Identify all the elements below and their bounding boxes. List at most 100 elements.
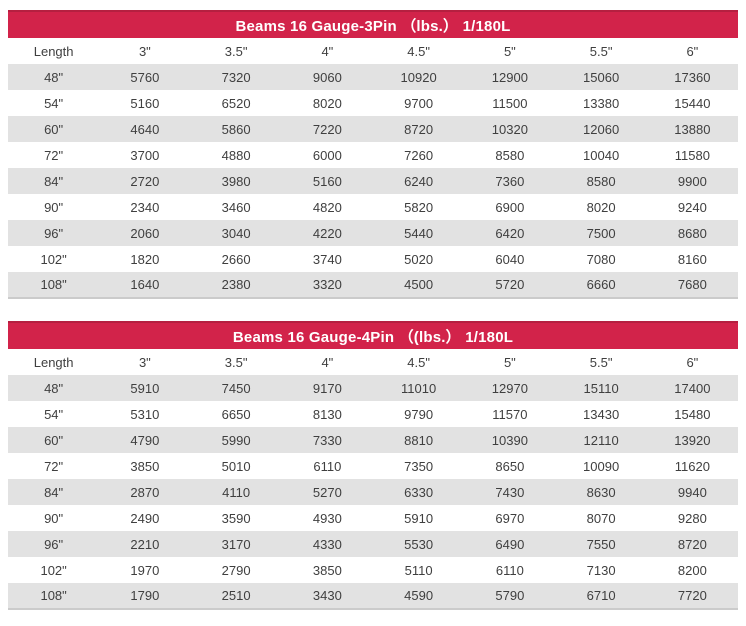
capacity-value-cell: 9170 (312, 380, 342, 396)
capacity-value-cell: 11620 (674, 458, 710, 474)
capacity-value-cell: 2510 (221, 588, 251, 603)
capacity-value-cell: 6660 (586, 277, 616, 292)
capacity-value-cell: 2660 (221, 251, 251, 267)
capacity-value-cell: 9700 (404, 95, 434, 111)
capacity-value-cell: 6490 (495, 536, 525, 552)
capacity-value-cell: 1820 (130, 251, 160, 267)
capacity-value-cell: 5440 (404, 225, 434, 241)
table-row: 96" 2210 3170 4330 5530 6490 7550 8720 (8, 531, 738, 557)
capacity-value-cell: 7350 (404, 458, 434, 474)
capacity-value-cell: 15110 (583, 380, 619, 396)
table-beams-3pin: Beams 16 Gauge-3Pin （lbs.） 1/180L Length… (8, 10, 738, 299)
capacity-value-cell: 3460 (221, 199, 251, 215)
capacity-value-cell: 3700 (130, 147, 160, 163)
table-row: 48" 5910 7450 9170 11010 12970 15110 17400 (8, 375, 738, 401)
length-cell: 90" (44, 510, 64, 526)
capacity-value-cell: 13880 (674, 121, 711, 137)
table-row: 96" 2060 3040 4220 5440 6420 7500 8680 (8, 220, 738, 246)
capacity-value-cell: 2340 (130, 199, 160, 215)
table-row: 72" 3700 4880 6000 7260 8580 10040 11580 (8, 142, 738, 168)
capacity-value-cell: 1970 (130, 562, 160, 578)
table-row: 60" 4790 5990 7330 8810 10390 12110 13920 (8, 427, 738, 453)
capacity-value-cell: 12970 (491, 380, 528, 396)
capacity-value-cell: 6040 (495, 251, 525, 267)
capacity-value-cell: 2060 (130, 225, 160, 241)
capacity-value-cell: 4500 (404, 277, 434, 292)
capacity-value-cell: 8020 (586, 199, 616, 215)
width-column-header: 3.5" (224, 354, 248, 370)
table-row: 84" 2870 4110 5270 6330 7430 8630 9940 (8, 479, 738, 505)
capacity-value-cell: 3850 (312, 562, 342, 578)
capacity-value-cell: 7330 (312, 432, 342, 448)
length-cell: 54" (44, 406, 64, 422)
table-row: 90" 2490 3590 4930 5910 6970 8070 9280 (8, 505, 738, 531)
table-row: 54" 5160 6520 8020 9700 11500 13380 15440 (8, 90, 738, 116)
width-column-header: 6" (686, 43, 699, 59)
capacity-value-cell: 5910 (404, 510, 434, 526)
capacity-value-cell: 6900 (495, 199, 525, 215)
length-column-header: Length (33, 43, 74, 59)
length-cell: 96" (44, 225, 64, 241)
capacity-value-cell: 5720 (495, 277, 525, 292)
length-cell: 60" (44, 432, 64, 448)
capacity-value-cell: 6000 (312, 147, 342, 163)
capacity-value-cell: 15440 (674, 95, 711, 111)
capacity-value-cell: 4640 (130, 121, 160, 137)
capacity-value-cell: 7260 (404, 147, 434, 163)
capacity-value-cell: 11570 (492, 406, 528, 422)
table-row: 102" 1820 2660 3740 5020 6040 7080 8160 (8, 246, 738, 272)
capacity-value-cell: 5110 (404, 562, 433, 578)
length-cell: 84" (44, 173, 64, 189)
capacity-value-cell: 10090 (583, 458, 620, 474)
capacity-value-cell: 2490 (130, 510, 160, 526)
table-title: Beams 16 Gauge-3Pin （lbs.） 1/180L (235, 17, 511, 35)
length-cell: 102" (40, 251, 67, 267)
capacity-value-cell: 5160 (312, 173, 342, 189)
capacity-value-cell: 10320 (491, 121, 528, 137)
capacity-value-cell: 17360 (674, 69, 711, 85)
capacity-value-cell: 8720 (404, 121, 434, 137)
capacity-value-cell: 5310 (130, 406, 160, 422)
load-capacity-table: Length 3" 3.5" 4" 4.5" 5" 5.5" 6" 48" 5760 7320 90… (8, 38, 738, 299)
capacity-value-cell: 6240 (404, 173, 434, 189)
width-column-header: 3" (138, 354, 151, 370)
capacity-value-cell: 8580 (495, 147, 525, 163)
capacity-value-cell: 12110 (583, 432, 619, 448)
capacity-value-cell: 8810 (404, 432, 434, 448)
capacity-value-cell: 5910 (130, 380, 160, 396)
capacity-value-cell: 9900 (677, 173, 707, 189)
capacity-value-cell: 11010 (401, 380, 437, 396)
width-column-header: 5" (503, 354, 516, 370)
capacity-value-cell: 3430 (312, 588, 342, 603)
length-cell: 108" (40, 588, 67, 603)
capacity-value-cell: 8020 (312, 95, 342, 111)
table-title-bar: Beams 16 Gauge-4Pin （(lbs.） 1/180L (8, 321, 738, 349)
length-cell: 72" (44, 147, 64, 163)
capacity-value-cell: 8200 (677, 562, 707, 578)
capacity-value-cell: 13920 (674, 432, 711, 448)
table-title-bar: Beams 16 Gauge-3Pin （lbs.） 1/180L (8, 10, 738, 38)
capacity-value-cell: 3170 (221, 536, 251, 552)
capacity-value-cell: 9060 (312, 69, 342, 85)
capacity-value-cell: 5760 (130, 69, 160, 85)
width-column-header: 3" (138, 43, 151, 59)
capacity-value-cell: 4590 (404, 588, 434, 603)
column-header-row: Length 3" 3.5" 4" 4.5" 5" 5.5" 6" (8, 349, 738, 375)
table-row: 60" 4640 5860 7220 8720 10320 12060 13880 (8, 116, 738, 142)
capacity-value-cell: 4820 (312, 199, 342, 215)
table-head: Length 3" 3.5" 4" 4.5" 5" 5.5" 6" (8, 38, 738, 64)
capacity-value-cell: 7720 (677, 588, 707, 603)
length-cell: 84" (44, 484, 64, 500)
table-row: 108" 1790 2510 3430 4590 5790 6710 7720 (8, 583, 738, 609)
capacity-value-cell: 7430 (495, 484, 525, 500)
capacity-value-cell: 4110 (222, 484, 251, 500)
capacity-value-cell: 2380 (221, 277, 251, 292)
table-beams-4pin: Beams 16 Gauge-4Pin （(lbs.） 1/180L Lengt… (8, 321, 738, 610)
width-column-header: 5" (503, 43, 516, 59)
capacity-value-cell: 7450 (221, 380, 251, 396)
capacity-value-cell: 3320 (312, 277, 342, 292)
width-column-header: 6" (686, 354, 699, 370)
length-column-header: Length (33, 354, 74, 370)
capacity-value-cell: 7080 (586, 251, 616, 267)
capacity-value-cell: 5790 (495, 588, 525, 603)
